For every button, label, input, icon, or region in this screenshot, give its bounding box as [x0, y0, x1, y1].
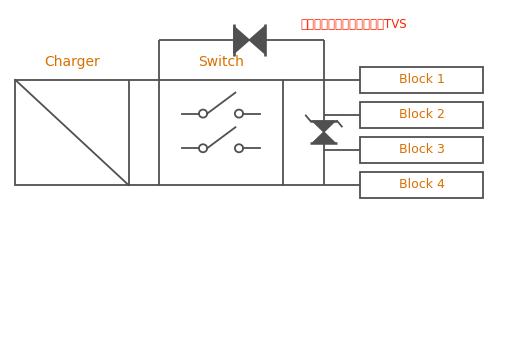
Bar	[360, 67, 483, 93]
Bar	[360, 171, 483, 198]
Circle shape	[199, 109, 207, 118]
Text: Charger: Charger	[44, 55, 100, 69]
Circle shape	[235, 109, 243, 118]
Circle shape	[199, 144, 207, 152]
Polygon shape	[313, 121, 335, 132]
Polygon shape	[313, 132, 335, 143]
Polygon shape	[249, 27, 265, 54]
Text: Block 1: Block 1	[398, 73, 445, 86]
Bar	[360, 102, 483, 127]
Text: Block 3: Block 3	[398, 143, 445, 156]
Bar	[360, 136, 483, 162]
Polygon shape	[234, 27, 249, 54]
Text: 雷卯电子提供继电器保护用TVS: 雷卯电子提供继电器保护用TVS	[301, 18, 407, 31]
Bar	[159, 80, 283, 185]
Circle shape	[235, 144, 243, 152]
Text: Block 2: Block 2	[398, 108, 445, 121]
Bar	[15, 80, 128, 185]
Text: Block 4: Block 4	[398, 178, 445, 191]
Text: Switch: Switch	[198, 55, 244, 69]
